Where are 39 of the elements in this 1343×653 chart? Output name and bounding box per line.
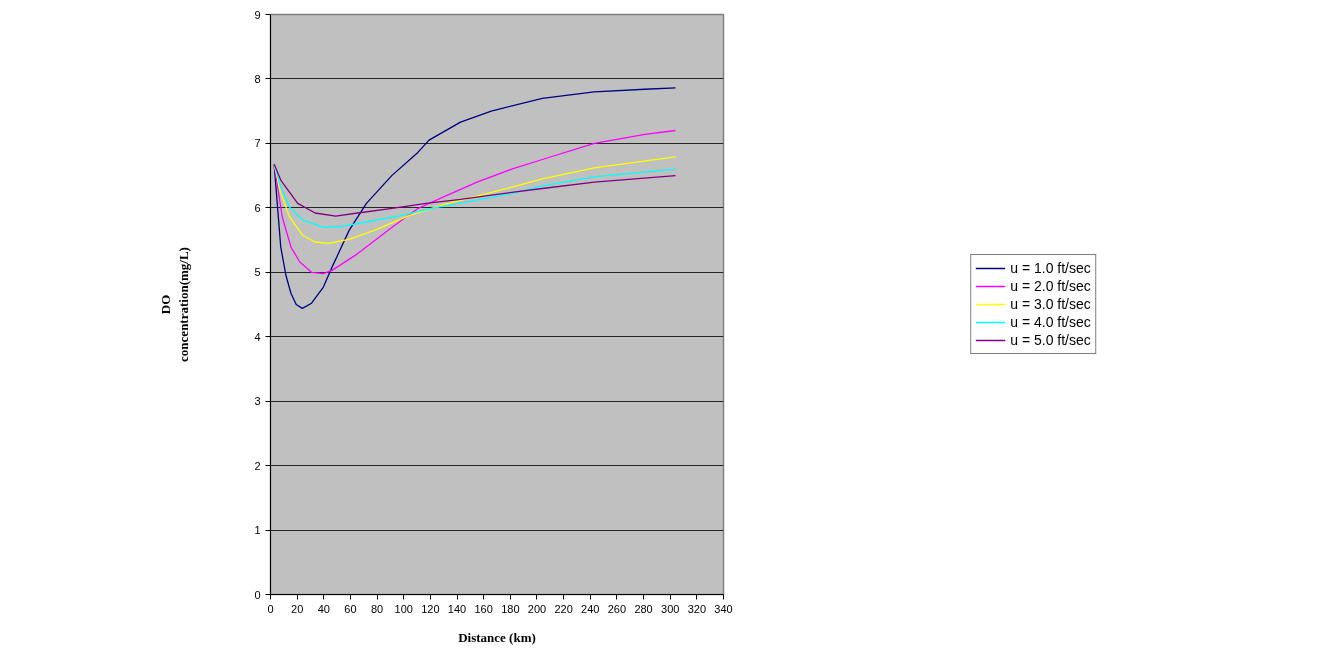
y-axis-title: DO concentration(mg/L) — [158, 247, 192, 362]
y-tick-label: 7 — [254, 137, 261, 150]
y-tick-label: 4 — [254, 330, 261, 343]
legend-label: u = 1.0 ft/sec — [1010, 259, 1091, 277]
y-tick-label: 5 — [254, 266, 261, 279]
x-tick-label: 300 — [661, 602, 680, 615]
x-tick-label: 220 — [554, 602, 573, 615]
x-tick-label: 140 — [447, 602, 467, 615]
line-series — [273, 156, 677, 244]
y-tick-label: 3 — [254, 395, 261, 408]
x-tick-label: 240 — [581, 602, 600, 615]
y-tick-label: 8 — [254, 72, 261, 85]
x-tick-label: 60 — [344, 602, 357, 615]
x-tick-label: 320 — [687, 602, 707, 615]
x-tick-label: 100 — [394, 602, 413, 615]
x-tick-label: 160 — [474, 602, 493, 615]
x-tick-label: 260 — [607, 602, 627, 615]
x-tick-label: 80 — [370, 602, 384, 615]
line-series — [273, 87, 677, 310]
x-tick-label: 280 — [634, 602, 653, 615]
x-tick-label: 20 — [291, 602, 304, 615]
y-tick-label: 1 — [254, 524, 261, 537]
x-tick-label: 180 — [501, 602, 520, 615]
x-tick-label: 120 — [421, 602, 440, 615]
line-series — [273, 163, 677, 217]
legend-label: u = 5.0 ft/sec — [1010, 331, 1091, 349]
y-tick-label: 6 — [254, 201, 261, 214]
legend-label: u = 4.0 ft/sec — [1010, 313, 1091, 331]
x-tick-label: 340 — [714, 602, 733, 615]
y-tick-label: 9 — [254, 8, 261, 21]
legend-label: u = 3.0 ft/sec — [1010, 295, 1091, 313]
x-axis-title: Distance (km) — [458, 629, 536, 645]
legend-label: u = 2.0 ft/sec — [1010, 277, 1091, 295]
y-tick-label: 0 — [254, 588, 261, 601]
x-tick-label: 40 — [317, 602, 330, 615]
x-tick-label: 0 — [267, 602, 274, 615]
x-tick-label: 200 — [527, 602, 547, 615]
y-tick-label: 2 — [254, 459, 261, 472]
line-series — [273, 129, 677, 275]
